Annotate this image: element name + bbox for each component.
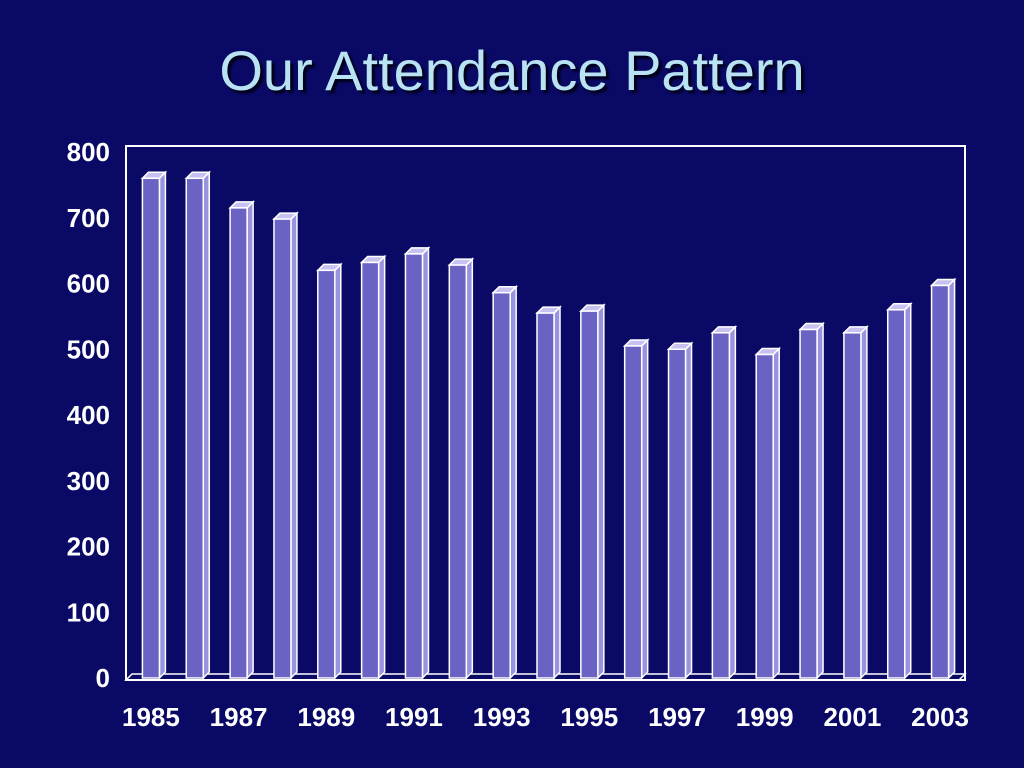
bar-front: [273, 218, 292, 679]
y-tick-label: 400: [67, 400, 110, 430]
bar-side: [377, 254, 386, 680]
y-tick-label: 200: [67, 532, 110, 562]
bar-side: [903, 301, 912, 680]
bar-front: [404, 253, 424, 679]
bar-front: [141, 177, 161, 679]
y-tick-label: 500: [67, 334, 110, 364]
bar-1998: [710, 325, 738, 680]
bar-1996: [622, 338, 650, 680]
x-tick-label: 1993: [473, 702, 531, 732]
bar-1995: [579, 303, 606, 680]
bar-side: [860, 325, 868, 680]
y-tick-label: 700: [67, 203, 110, 233]
chart-floor: [124, 673, 967, 681]
bar-front: [448, 264, 468, 679]
bar-1985: [140, 170, 168, 680]
y-tick-label: 100: [67, 597, 110, 627]
bar-1997: [666, 341, 694, 680]
bar-1994: [535, 305, 562, 680]
bar-1999: [754, 346, 782, 680]
bar-1989: [315, 262, 343, 680]
bar-side: [202, 170, 211, 680]
bar-1991: [403, 246, 431, 680]
bar-side: [772, 346, 780, 680]
bar-side: [334, 262, 342, 680]
x-tick-label: 1995: [560, 702, 618, 732]
bar-1992: [447, 257, 475, 680]
bar-front: [580, 310, 599, 679]
bar-side: [509, 284, 517, 680]
x-tick-label: 2001: [823, 702, 881, 732]
bar-front: [492, 291, 511, 679]
bar-side: [158, 170, 167, 680]
bar-1993: [491, 284, 518, 680]
bar-front: [317, 269, 336, 679]
bar-2001: [842, 325, 869, 680]
x-tick-label: 1987: [210, 702, 268, 732]
bar-front: [360, 261, 380, 679]
bar-1988: [272, 211, 299, 680]
bar-side: [553, 305, 561, 680]
bar-front: [930, 284, 950, 679]
x-tick-label: 1985: [122, 702, 180, 732]
y-tick-label: 600: [67, 269, 110, 299]
y-tick-label: 300: [67, 466, 110, 496]
bar-1986: [184, 170, 212, 680]
bar-1990: [359, 254, 387, 680]
x-tick-label: 1997: [648, 702, 706, 732]
bar-2002: [885, 301, 913, 680]
slide-title: Our Attendance Pattern: [219, 39, 805, 102]
bar-front: [667, 348, 687, 679]
bar-front: [623, 345, 643, 679]
bar-front: [185, 177, 205, 679]
x-tick-label: 1991: [385, 702, 443, 732]
bar-side: [465, 257, 474, 680]
bar-front: [536, 312, 555, 679]
bar-side: [246, 200, 254, 680]
y-tick-label: 800: [67, 137, 110, 167]
bar-front: [799, 328, 818, 679]
bar-front: [229, 207, 248, 679]
bar-front: [755, 353, 774, 679]
x-tick-label: 2003: [911, 702, 969, 732]
bar-side: [421, 246, 430, 680]
x-tick-label: 1999: [736, 702, 794, 732]
bar-2000: [798, 321, 825, 680]
y-tick-label: 0: [96, 663, 110, 693]
bar-1987: [228, 200, 255, 680]
bar-side: [728, 325, 737, 680]
bar-front: [886, 309, 906, 679]
x-tick-label: 1989: [297, 702, 355, 732]
bar-front: [843, 332, 862, 679]
bar-side: [684, 341, 693, 680]
bar-side: [597, 303, 605, 680]
bar-side: [640, 338, 649, 680]
bar-front: [711, 332, 731, 679]
bar-side: [947, 277, 956, 680]
bar-side: [290, 211, 298, 680]
bar-2003: [929, 277, 957, 680]
bar-side: [816, 321, 824, 680]
